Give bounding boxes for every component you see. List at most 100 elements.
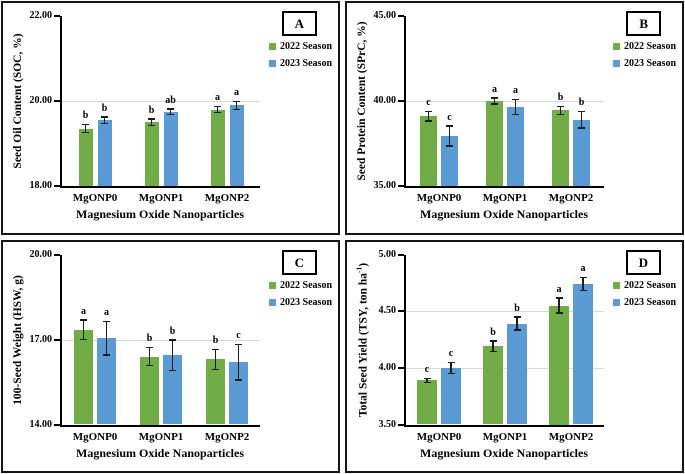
y-tick-label: 14.00 (29, 418, 53, 430)
error-bar-cap (146, 364, 153, 367)
legend-label-2022: 2022 Season (280, 279, 332, 291)
y-tick-label: 18.00 (29, 180, 53, 191)
error-bar-cap (82, 131, 89, 134)
y-tick-mark (54, 100, 60, 102)
error-bar-cap (212, 368, 219, 371)
sig-letter: a (234, 87, 239, 98)
error-bar-cap (513, 329, 521, 331)
sig-letter: a (492, 83, 497, 95)
error-bar (148, 347, 151, 366)
error-bar (426, 378, 428, 383)
panel-letter: B (639, 16, 648, 31)
error-bar-cap (169, 369, 176, 372)
sig-letter: b (490, 326, 496, 338)
sig-letter: a (81, 305, 86, 317)
error-bar-cap (148, 124, 155, 127)
category-label: MgONP0 (416, 430, 462, 443)
x-axis-title: Magnesium Oxide Nanoparticles (76, 207, 244, 221)
y-tick-mark (398, 366, 404, 369)
bar (483, 346, 503, 425)
bar (229, 362, 248, 425)
category-label: MgONP1 (138, 192, 184, 204)
error-bar (582, 277, 584, 291)
y-axis-title: Total Seed Yield (TSY, ton ha-1) (355, 262, 370, 416)
error-bar-cap (235, 379, 242, 381)
error-bar-cap (578, 110, 585, 113)
y-tick-label: 4.50 (378, 305, 397, 317)
bar (549, 305, 569, 425)
bar (441, 367, 461, 425)
y-tick-mark (54, 253, 60, 256)
error-bar-cap (489, 340, 497, 342)
sig-letter: c (426, 97, 431, 109)
bar (420, 116, 437, 186)
sig-letter: a (215, 92, 220, 104)
error-bar-cap (214, 105, 221, 108)
gridline (62, 339, 260, 341)
error-bar-cap (169, 339, 176, 341)
error-bar-cap (423, 381, 431, 384)
error-bar (214, 349, 217, 370)
bar (573, 283, 593, 425)
error-bar-cap (557, 105, 564, 108)
error-bar-cap (167, 108, 174, 110)
plot-area: 18.00 20.00 22.00 MgONP0 b b MgONP1 b ab MgONP2 a a (30, 10, 260, 204)
error-bar-cap (557, 113, 564, 116)
legend-item-2023: 2023 Season (613, 297, 676, 308)
sig-letter: a (580, 263, 586, 275)
sig-letter: b (101, 102, 108, 114)
plot-area: 3.50 4.00 4.50 5.00 MgONP0 c c MgONP1 b b MgONP2 a a (379, 249, 604, 443)
category-label: MgONP1 (482, 192, 528, 204)
bar (441, 135, 458, 186)
y-tick-label: 4.00 (378, 361, 397, 373)
legend-label-2023: 2023 Season (280, 58, 332, 69)
legend-swatch-2023 (269, 60, 277, 67)
error-bar-cap (101, 116, 108, 118)
legend-swatch-2023 (269, 298, 277, 306)
error-bar (216, 106, 219, 113)
error-bar-cap (555, 312, 563, 314)
bar (229, 105, 244, 186)
sig-letter: b (146, 333, 153, 345)
error-bar-cap (579, 289, 587, 292)
bar (163, 111, 178, 186)
gridline (406, 101, 604, 102)
panel-letter: A (294, 16, 304, 31)
error-bar-cap (146, 346, 153, 349)
legend-swatch-2022 (613, 281, 621, 289)
error-bar (169, 108, 172, 115)
error-bar (514, 99, 517, 115)
legend-swatch-2022 (269, 43, 277, 50)
bar (97, 120, 112, 186)
error-bar-cap (578, 127, 585, 129)
y-tick-mark (54, 423, 60, 426)
x-axis-title: Magnesium Oxide Nanoparticles (76, 445, 244, 460)
y-tick-label: 17.00 (29, 333, 53, 345)
sig-letter: c (447, 111, 452, 123)
legend-swatch-2022 (269, 281, 277, 289)
gridline (406, 311, 604, 313)
error-bar-cap (212, 348, 219, 351)
error-bar (559, 106, 562, 115)
y-tick-label: 40.00 (373, 95, 397, 106)
y-axis-title-text: Total Seed Yield (TSY, ton ha (357, 272, 370, 417)
y-tick-label: 20.00 (29, 95, 53, 106)
legend: 2022 Season 2023 Season (613, 41, 676, 69)
bar (163, 355, 182, 425)
panel-letter-box: C (281, 249, 317, 275)
bar (573, 119, 590, 186)
panel-letter-box: A (281, 11, 317, 36)
error-bar-cap (555, 297, 563, 299)
error-bar-cap (425, 120, 432, 122)
category-label: MgONP1 (482, 430, 528, 443)
error-bar (493, 97, 496, 105)
error-bar-cap (447, 372, 455, 374)
legend-item-2022: 2022 Season (613, 280, 676, 291)
sig-letter: b (578, 97, 585, 109)
error-bar (235, 101, 238, 110)
legend: 2022 Season 2023 Season (613, 280, 676, 308)
error-bar-cap (103, 354, 110, 356)
y-tick-label: 22.00 (29, 10, 53, 21)
plot-area: 35.00 40.00 45.00 MgONP0 c c MgONP1 a a MgONP2 b b (374, 10, 604, 204)
